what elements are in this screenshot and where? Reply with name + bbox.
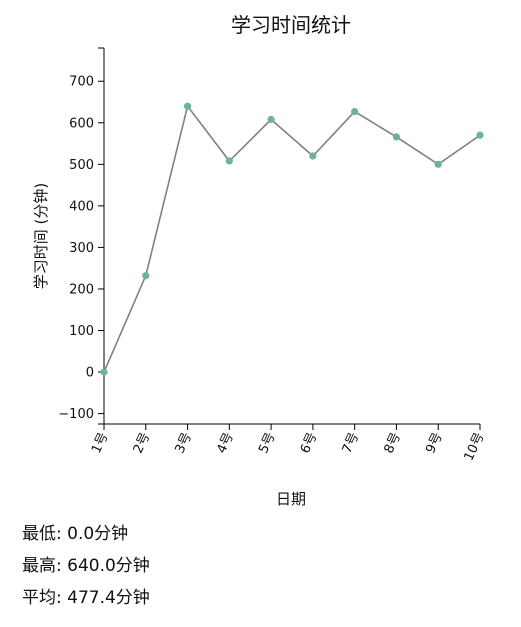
y-tick-label: 400 [69,199,94,214]
y-tick-label: 300 [69,241,94,256]
x-tick-label: 1号 [89,430,112,456]
x-tick-label: 6号 [298,430,321,456]
stat-max: 最高: 640.0分钟 [22,556,150,576]
data-point [100,368,108,376]
x-tick-label: 9号 [423,430,446,456]
y-tick-label: 0 [86,366,94,381]
y-axis: −100 0 100 200 300 400 500 600 700 [58,47,105,425]
y-axis-label: 学习时间 (分钟) [32,183,50,289]
data-point [267,115,275,124]
series-line [103,104,481,373]
data-point [183,102,192,110]
y-tick-label: 200 [69,282,94,297]
data-point [392,133,401,141]
x-tick-label: 4号 [214,430,237,456]
x-tick-label: 10号 [462,430,488,463]
x-tick-label: 8号 [381,430,404,456]
x-tick-label: 7号 [340,430,363,456]
x-tick-label: 2号 [131,430,154,456]
data-point [351,107,359,116]
chart-title: 学习时间统计 [231,13,351,37]
x-tick-label: 3号 [173,430,196,456]
line-chart: 学习时间统计 −100 0 100 200 300 400 500 600 700 1号 2号 3号… [32,13,488,508]
x-axis-label: 日期 [276,490,306,508]
stat-average: 平均: 477.4分钟 [22,588,150,608]
y-tick-label: 100 [69,324,94,339]
data-point [434,160,442,168]
y-tick-label: 700 [69,75,94,90]
data-point [476,131,484,139]
x-tick-label: 5号 [256,430,279,456]
data-point [225,157,233,165]
data-points [100,102,484,376]
stats-panel: 最低: 0.0分钟 最高: 640.0分钟 平均: 477.4分钟 [22,518,150,614]
y-tick-label: −100 [58,407,94,422]
data-point [309,152,317,160]
y-tick-label: 500 [69,158,94,173]
y-tick-label: 600 [69,116,94,131]
x-axis: 1号 2号 3号 4号 5号 6号 7号 8号 9号 10号 [89,423,488,463]
stat-min: 最低: 0.0分钟 [22,524,129,544]
data-point [142,272,150,280]
